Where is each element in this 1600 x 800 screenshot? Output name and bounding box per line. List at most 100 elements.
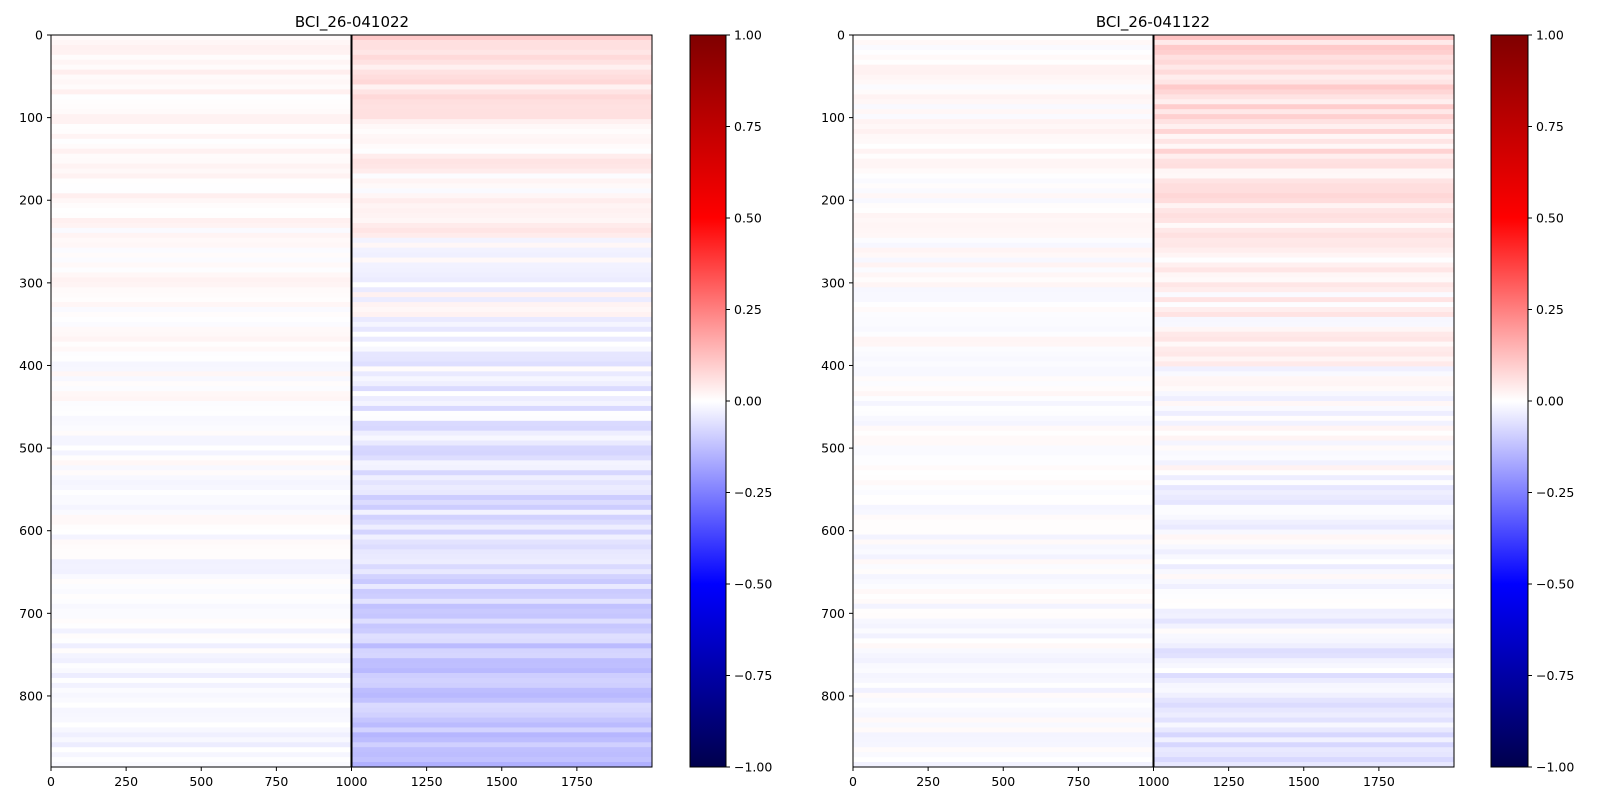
y-tick-label: 600 bbox=[821, 523, 845, 538]
heatmap-row-post bbox=[1153, 114, 1454, 120]
heatmap-row-pre bbox=[853, 287, 1154, 293]
heatmap-row-pre bbox=[51, 658, 352, 664]
heatmap-row-post bbox=[351, 732, 652, 738]
heatmap-row-pre bbox=[51, 218, 352, 224]
panel-1-y-axis: 0 100 200 300 400 500 600 700 800 bbox=[19, 28, 51, 703]
heatmap-row-post bbox=[351, 504, 652, 511]
heatmap-row-pre bbox=[853, 89, 1154, 95]
heatmap-row-pre bbox=[51, 346, 352, 353]
heatmap-row-post bbox=[1153, 613, 1454, 620]
heatmap-row-pre bbox=[853, 405, 1154, 412]
heatmap-row-pre bbox=[853, 499, 1154, 506]
heatmap-row-post bbox=[1153, 173, 1454, 180]
heatmap-row-pre bbox=[51, 460, 352, 466]
y-tick-label: 500 bbox=[19, 441, 43, 456]
heatmap-row-pre bbox=[853, 361, 1154, 367]
heatmap-row-pre bbox=[51, 722, 352, 729]
heatmap-row-post bbox=[351, 539, 652, 546]
heatmap-row-pre bbox=[853, 59, 1154, 66]
heatmap-row-post bbox=[351, 593, 652, 600]
heatmap-row-pre bbox=[853, 242, 1154, 249]
heatmap-row-post bbox=[1153, 178, 1454, 184]
heatmap-row-post bbox=[351, 569, 652, 575]
heatmap-row-pre bbox=[853, 504, 1154, 511]
x-tick-label: 1250 bbox=[1213, 774, 1245, 789]
heatmap-row-post bbox=[1153, 391, 1454, 397]
x-tick-label: 0 bbox=[47, 774, 55, 789]
heatmap-row-pre bbox=[51, 549, 352, 555]
heatmap-row-post bbox=[351, 49, 652, 56]
heatmap-row-post bbox=[351, 69, 652, 76]
heatmap-row-pre bbox=[51, 440, 352, 447]
heatmap-row-post bbox=[351, 89, 652, 95]
heatmap-row-pre bbox=[51, 668, 352, 674]
heatmap-row-pre bbox=[853, 653, 1154, 659]
heatmap-row-pre bbox=[853, 717, 1154, 724]
heatmap-row-pre bbox=[853, 257, 1154, 264]
heatmap-row-pre bbox=[51, 435, 352, 442]
panel-1-colorbar: 1.00 0.75 0.50 0.25 0.00 −0.25 −0.50 −0.75 −1.00 bbox=[689, 28, 772, 775]
heatmap-row-post bbox=[1153, 455, 1454, 461]
heatmap-row-pre bbox=[853, 603, 1154, 610]
heatmap-row-post bbox=[1153, 514, 1454, 521]
heatmap-row-post bbox=[1153, 722, 1454, 729]
heatmap-row-post bbox=[351, 386, 652, 392]
heatmap-row-post bbox=[351, 494, 652, 501]
heatmap-row-post bbox=[351, 94, 652, 100]
heatmap-row-post bbox=[351, 59, 652, 66]
heatmap-row-pre bbox=[51, 311, 352, 318]
colorbar-tick-label: 0.25 bbox=[1536, 302, 1564, 317]
heatmap-row-pre bbox=[853, 544, 1154, 550]
heatmap-row-post bbox=[1153, 579, 1454, 585]
heatmap-row-post bbox=[351, 475, 652, 481]
heatmap-row-pre bbox=[853, 588, 1154, 595]
heatmap-row-pre bbox=[51, 757, 352, 763]
heatmap-row-post bbox=[1153, 757, 1454, 763]
heatmap-row-pre bbox=[51, 396, 352, 402]
heatmap-row-pre bbox=[853, 138, 1154, 145]
heatmap-row-pre bbox=[853, 109, 1154, 115]
heatmap-row-pre bbox=[853, 450, 1154, 457]
heatmap-row-post bbox=[351, 109, 652, 115]
panel-2-x-axis: 0 250 500 750 1000 1250 1500 1750 bbox=[849, 767, 1395, 789]
heatmap-row-post bbox=[1153, 282, 1454, 288]
heatmap-row-pre bbox=[51, 712, 352, 719]
heatmap-row-pre bbox=[853, 311, 1154, 318]
heatmap-row-post bbox=[351, 697, 652, 704]
heatmap-row-pre bbox=[51, 74, 352, 81]
heatmap-row-post bbox=[1153, 415, 1454, 422]
heatmap-row-pre bbox=[853, 218, 1154, 224]
heatmap-row-pre bbox=[51, 633, 352, 640]
heatmap-row-post bbox=[351, 341, 652, 348]
heatmap-row-post bbox=[351, 445, 652, 452]
heatmap-row-pre bbox=[51, 252, 352, 259]
heatmap-row-post bbox=[1153, 148, 1454, 155]
heatmap-row-post bbox=[351, 326, 652, 333]
heatmap-row-pre bbox=[853, 396, 1154, 402]
heatmap-row-pre bbox=[51, 138, 352, 145]
heatmap-row-pre bbox=[51, 188, 352, 194]
heatmap-row-post bbox=[1153, 168, 1454, 175]
heatmap-row-post bbox=[351, 292, 652, 298]
heatmap-row-pre bbox=[51, 687, 352, 694]
heatmap-row-post bbox=[1153, 420, 1454, 427]
heatmap-row-pre bbox=[853, 198, 1154, 204]
heatmap-row-pre bbox=[853, 302, 1154, 308]
heatmap-row-pre bbox=[853, 509, 1154, 516]
heatmap-row-pre bbox=[853, 732, 1154, 738]
colorbar-tick-label: −1.00 bbox=[1536, 760, 1574, 775]
heatmap-row-pre bbox=[51, 124, 352, 130]
heatmap-row-pre bbox=[51, 697, 352, 704]
heatmap-row-pre bbox=[853, 247, 1154, 254]
heatmap-row-pre bbox=[853, 668, 1154, 674]
heatmap-row-pre bbox=[51, 673, 352, 679]
heatmap-row-post bbox=[1153, 440, 1454, 447]
heatmap-row-pre bbox=[51, 158, 352, 165]
heatmap-row-post bbox=[1153, 252, 1454, 259]
y-tick-label: 700 bbox=[821, 606, 845, 621]
heatmap-row-pre bbox=[853, 168, 1154, 175]
heatmap-row-pre bbox=[853, 366, 1154, 372]
heatmap-row-post bbox=[1153, 321, 1454, 328]
heatmap-row-pre bbox=[51, 588, 352, 595]
colorbar-tick-label: −0.75 bbox=[1536, 668, 1574, 683]
